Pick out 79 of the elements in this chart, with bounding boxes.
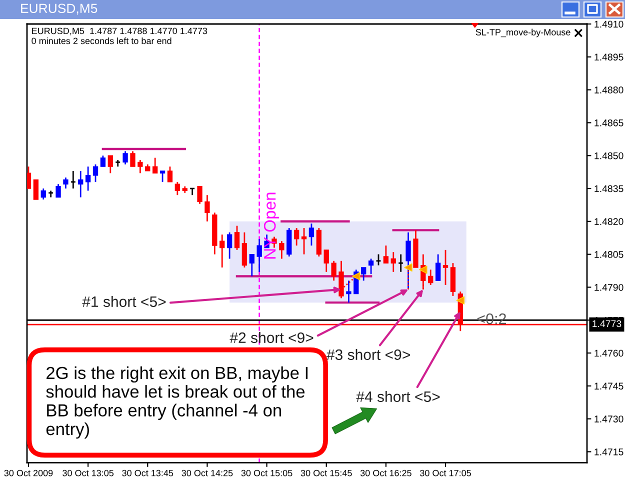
y-tick-label: 1.4910: [594, 20, 624, 28]
candlestick: [40, 188, 46, 200]
y-tick-label: 1.4790: [594, 284, 624, 291]
candlestick: [398, 254, 404, 273]
y-tick-label: 1.4850: [594, 152, 624, 160]
candlestick: [167, 166, 173, 183]
candlestick: [63, 176, 68, 190]
annotation: SL-TP_move-by-Mouse: [476, 28, 570, 38]
x-tick-label: 30 Oct 2009: [4, 470, 53, 476]
y-tick-label: 1.4760: [594, 350, 624, 357]
candlestick: [428, 268, 434, 286]
y-tick-label: 1.4745: [594, 382, 624, 390]
candlestick: [138, 159, 143, 174]
candlestick: [324, 249, 329, 273]
chart-subtitle: EURUSD,M5 1.4787 1.4788 1.4770 1.4773: [32, 28, 208, 36]
candlestick: [294, 227, 300, 246]
candlestick: [108, 154, 113, 174]
annotation: #1 short <5>: [82, 296, 166, 308]
candlestick: [301, 227, 307, 256]
ref-line-label: NY Open: [264, 192, 280, 259]
candlestick: [361, 266, 366, 282]
candlestick: [160, 170, 166, 183]
candlestick: [122, 150, 128, 166]
candlestick: [78, 170, 84, 198]
y-tick-label: 1.4715: [594, 448, 624, 456]
candlestick: [197, 186, 202, 205]
candlestick: [390, 251, 396, 273]
candlestick: [70, 170, 76, 190]
candlestick: [442, 249, 448, 286]
x-tick-label: 30 Oct 17:05: [420, 470, 471, 476]
annotation: #3 short <9>: [326, 349, 410, 360]
candlestick: [56, 183, 61, 198]
chart-title: EURUSD,M5: [21, 4, 98, 15]
candlestick: [383, 244, 389, 264]
x-tick-label: 30 Oct 13:45: [122, 470, 174, 476]
candlestick: [346, 280, 352, 304]
candlestick: [27, 166, 32, 190]
annotation: 2G is the right exit on BB, maybe I should have let is break out of the BB before entry (channel -4 on entry): [46, 366, 308, 439]
x-tick-label: 30 Oct 13:05: [62, 470, 114, 476]
candlestick: [256, 238, 262, 273]
y-tick-label: 1.4880: [594, 86, 624, 94]
y-tick-label: 1.4895: [594, 54, 624, 61]
candlestick: [249, 254, 254, 277]
candlestick: [279, 240, 284, 260]
y-tick-label: 1.4730: [594, 416, 624, 422]
annotation: #4 short <5>: [356, 391, 440, 402]
candlestick: [92, 164, 98, 183]
annotation: 0 minutes 2 seconds left to bar end: [32, 37, 172, 44]
ref-line-label: 1.4773: [592, 320, 622, 328]
annotation: #2 short <9>: [230, 332, 314, 344]
y-tick-label: 1.4805: [594, 251, 624, 258]
candlestick: [368, 258, 374, 275]
x-tick-label: 30 Oct 15:45: [300, 470, 352, 476]
candlestick: [130, 150, 136, 168]
point: [352, 272, 360, 280]
candlestick: [308, 222, 314, 246]
y-tick-label: 1.4865: [594, 119, 624, 126]
candlestick: [406, 232, 411, 290]
x-tick-label: 30 Oct 16:25: [360, 470, 412, 476]
candlestick: [85, 166, 91, 192]
candlestick: [226, 232, 232, 260]
candlestick: [100, 154, 106, 168]
candlestick: [331, 260, 336, 282]
candlestick: [220, 234, 225, 268]
x-tick-label: 30 Oct 14:25: [182, 470, 233, 476]
candlestick: [152, 157, 158, 174]
candlestick: [33, 179, 39, 200]
candlestick: [204, 194, 210, 222]
point: [419, 266, 428, 274]
candlestick: [234, 225, 240, 251]
candlestick: [435, 254, 441, 282]
x-tick-label: 30 Oct 15:05: [241, 470, 292, 476]
y-tick-label: 1.4820: [594, 218, 624, 226]
point: [456, 296, 464, 304]
candlestick: [376, 254, 382, 266]
point: [404, 263, 412, 272]
candlestick: [174, 181, 180, 196]
candlestick: [242, 232, 248, 268]
y-tick-label: 1.4835: [594, 185, 624, 192]
